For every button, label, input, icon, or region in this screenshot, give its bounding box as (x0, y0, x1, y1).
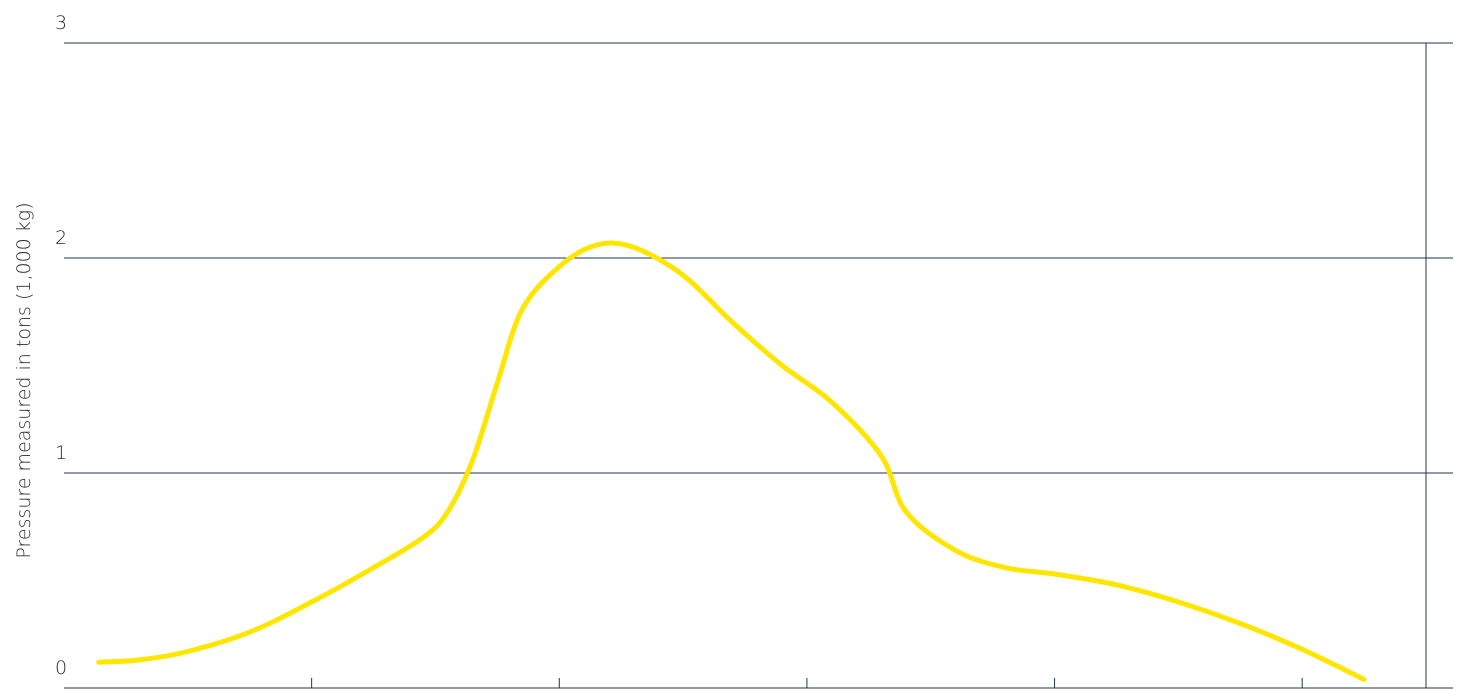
series-layer (96, 240, 1367, 682)
x-tick-marks (311, 678, 1303, 688)
y-axis-title: Pressure measured in tons (1,000 kg) (13, 202, 35, 558)
grid-layer (64, 42, 1453, 474)
y-tick-labels: 0 1 2 3 (55, 12, 67, 679)
y-tick-label-3: 3 (55, 12, 67, 34)
y-tick-label-0: 0 (55, 657, 67, 679)
axis-layer (64, 43, 1453, 689)
series-line-0 (96, 240, 1367, 682)
y-tick-label-1: 1 (55, 442, 67, 464)
y-tick-label-2: 2 (55, 227, 67, 249)
